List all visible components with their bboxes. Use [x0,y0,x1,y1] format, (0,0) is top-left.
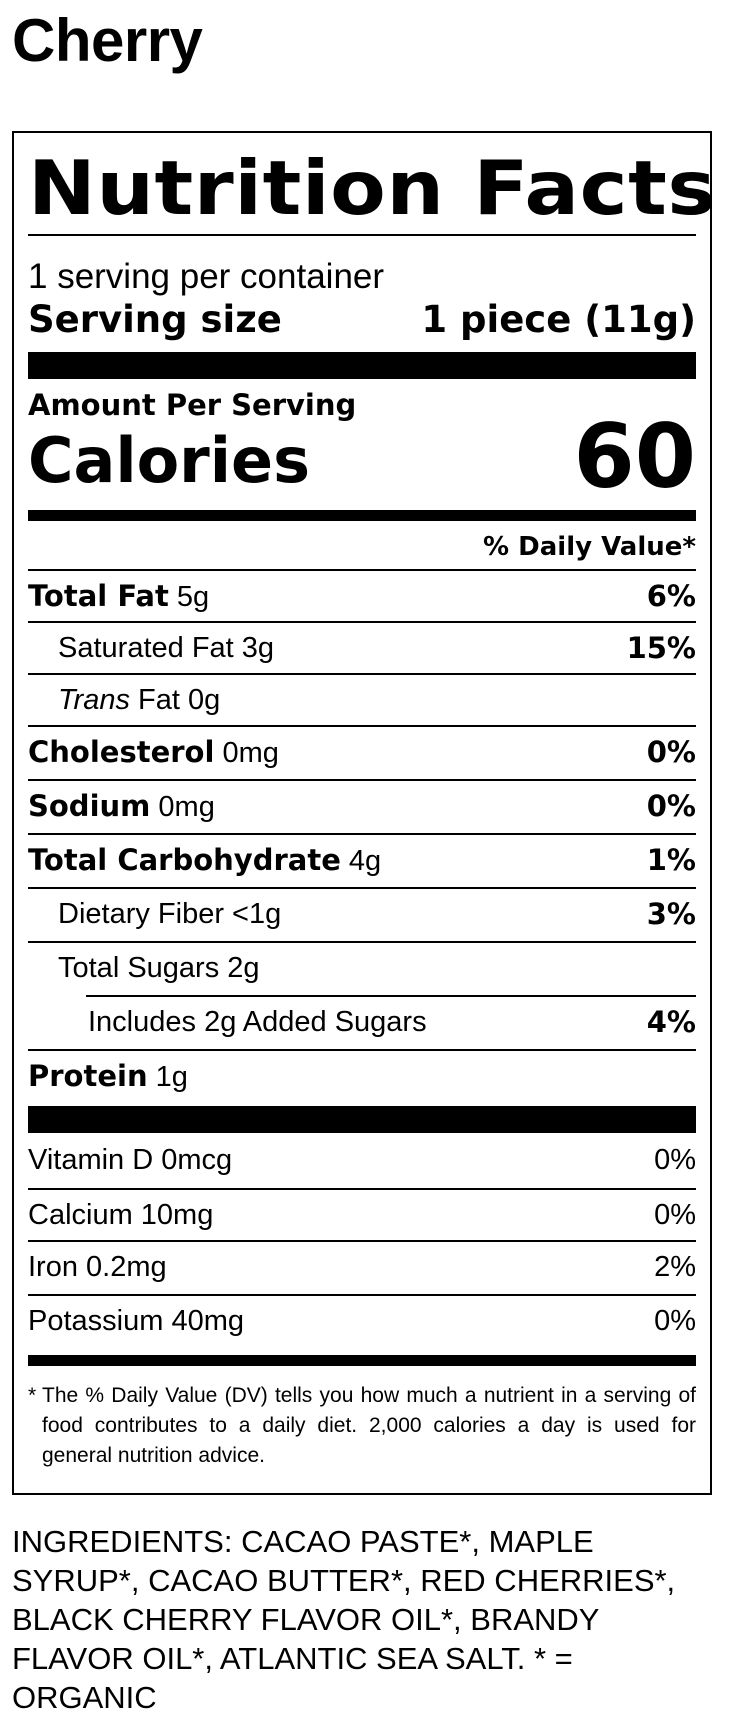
nutrient-name: Cholesterol 0mg [28,735,279,770]
nutrient-bold-label: Total Carbohydrate [28,842,341,877]
nutrient-dv: 0% [646,735,696,769]
vitamin-row-vitamin-d: Vitamin D 0mcg 0% [28,1133,696,1188]
vitamin-name: Vitamin D 0mcg [28,1144,233,1176]
serving-size-value: 1 piece (11g) [421,298,696,341]
divider-thin [28,779,696,781]
nutrient-name: Sodium 0mg [28,789,215,824]
divider-medium [28,510,696,521]
divider-thin [28,941,696,943]
calories-value: 60 [573,405,696,508]
servings-per-container: 1 serving per container [28,257,385,296]
vitamin-name: Potassium 40mg [28,1304,244,1337]
nutrient-dv: 1% [646,843,696,877]
nutrient-row-total-sugars: Total Sugars 2g [28,943,696,993]
nutrient-bold-label: Total Fat [28,578,169,613]
daily-value-footnote: * The % Daily Value (DV) tells you how m… [28,1381,696,1471]
divider-thin [28,1294,696,1296]
nutrient-name: Saturated Fat 3g [58,631,275,664]
nutrient-amount: 0mg [150,790,215,823]
divider-thin [28,621,696,623]
calories-label: Calories [28,424,310,497]
vitamin-name: Iron 0.2mg [28,1250,167,1283]
nutrient-name: Total Fat 5g [28,579,209,614]
divider-thin [28,569,696,571]
nutrient-italic-label: Trans [58,683,130,716]
nutrient-dv: 15% [626,631,696,665]
vitamin-dv: 0% [654,1198,696,1231]
nutrient-amount: 4g [340,844,382,877]
nutrient-dv: 6% [646,579,696,613]
nutrient-row-cholesterol: Cholesterol 0mg 0% [28,727,696,777]
nutrient-dv: 0% [646,789,696,823]
label-inner: Nutrition Facts 1 serving per container … [28,133,716,1493]
nutrient-name: Total Sugars 2g [58,951,260,984]
nutrient-row-protein: Protein 1g [28,1051,696,1101]
nutrition-facts-heading: Nutrition Facts [28,144,717,232]
amount-per-serving: Amount Per Serving [28,388,357,422]
vitamin-dv: 0% [654,1144,696,1176]
nutrient-bold-label: Protein [28,1058,148,1093]
vitamin-name: Calcium 10mg [28,1198,214,1231]
divider-thin [28,1188,696,1190]
nutrient-name: Includes 2g Added Sugars [88,1005,427,1038]
footnote-text: The % Daily Value (DV) tells you how muc… [42,1384,696,1467]
vitamin-row-potassium: Potassium 40mg 0% [28,1296,696,1346]
nutrition-facts-label: Nutrition Facts 1 serving per container … [12,131,716,1495]
vitamin-row-iron: Iron 0.2mg 2% [28,1242,696,1292]
nutrient-name: Dietary Fiber <1g [58,897,282,930]
nutrient-name: Trans Fat 0g [28,684,220,717]
divider-thin [28,833,696,835]
divider-thin [28,1240,696,1242]
nutrient-row-total-fat: Total Fat 5g 6% [28,571,696,621]
nutrient-amount: 0mg [214,736,279,769]
divider-thin [28,725,696,727]
vitamin-dv: 2% [654,1250,696,1283]
divider-thick [28,352,696,379]
nutrient-amount: Fat 0g [129,683,221,716]
nutrient-row-sodium: Sodium 0mg 0% [28,781,696,831]
nutrient-amount: 1g [147,1060,188,1093]
serving-size-label: Serving size [28,298,282,341]
product-title: Cherry [12,7,203,74]
nutrient-name: Protein 1g [28,1059,188,1094]
nutrient-amount: 5g [168,580,210,613]
nutrient-row-saturated-fat: Saturated Fat 3g 15% [28,623,696,673]
nutrient-row-trans-fat: Trans Fat 0g [28,675,696,725]
divider-medium [28,1355,696,1366]
divider-thin-indented [86,995,696,997]
ingredients-list: INGREDIENTS: CACAO PASTE*, MAPLE SYRUP*,… [12,1524,676,1715]
divider-thin [28,673,696,675]
divider-thin [28,1049,696,1051]
nutrient-row-added-sugars: Includes 2g Added Sugars 4% [28,997,696,1047]
divider-thin [28,234,696,236]
divider-thin [28,887,696,889]
nutrient-name: Total Carbohydrate 4g [28,843,381,878]
serving-size-row: Serving size 1 piece (11g) [28,298,696,342]
nutrient-bold-label: Sodium [28,788,151,823]
vitamin-row-calcium: Calcium 10mg 0% [28,1190,696,1240]
nutrient-row-dietary-fiber: Dietary Fiber <1g 3% [28,889,696,939]
nutrient-bold-label: Cholesterol [28,734,215,769]
vitamin-dv: 0% [654,1304,696,1337]
daily-value-header: % Daily Value* [483,532,696,562]
divider-thick [28,1106,696,1133]
nutrient-row-total-carbohydrate: Total Carbohydrate 4g 1% [28,835,696,885]
nutrient-dv: 4% [646,1005,696,1039]
footnote-marker: * [28,1384,37,1407]
nutrient-dv: 3% [646,897,696,931]
